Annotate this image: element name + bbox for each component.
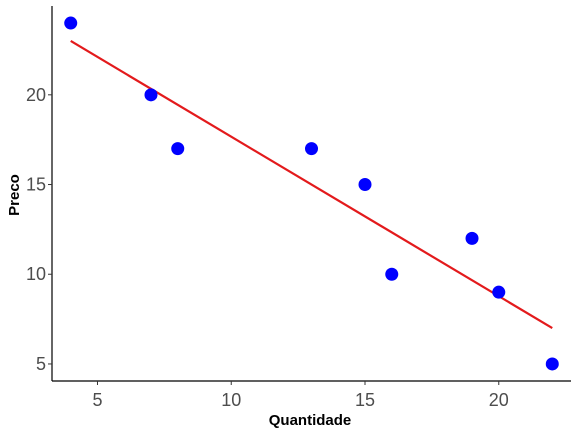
x-ticks: 5 10 15 20 xyxy=(92,381,509,410)
y-tick-label: 15 xyxy=(26,175,46,195)
data-point xyxy=(305,142,318,156)
data-point xyxy=(492,285,506,299)
data-point xyxy=(465,231,479,245)
y-axis-title: Preco xyxy=(6,174,23,216)
axes xyxy=(51,6,571,382)
y-ticks: 5 10 15 20 xyxy=(26,85,52,374)
points-layer xyxy=(64,16,559,371)
data-point xyxy=(545,357,559,371)
y-tick-label: 20 xyxy=(26,85,46,105)
data-point xyxy=(144,88,158,102)
trendline-layer xyxy=(70,40,553,330)
data-point xyxy=(385,267,399,281)
data-point xyxy=(64,16,78,30)
y-tick-label: 10 xyxy=(26,264,46,284)
data-point xyxy=(358,178,372,192)
x-tick-label: 15 xyxy=(355,390,375,410)
trendline xyxy=(70,40,553,330)
y-tick-label: 5 xyxy=(36,354,46,374)
x-tick-label: 10 xyxy=(221,390,241,410)
x-tick-label: 20 xyxy=(489,390,509,410)
x-axis-title: Quantidade xyxy=(269,412,352,429)
x-tick-label: 5 xyxy=(92,390,102,410)
data-point xyxy=(171,142,185,156)
